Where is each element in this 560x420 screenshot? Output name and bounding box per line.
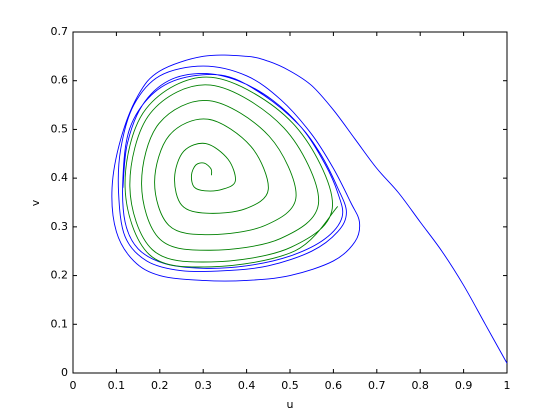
x-tick-label: 0.9: [455, 379, 473, 392]
trajectory-line: [124, 76, 339, 268]
plot-box: [72, 31, 508, 374]
x-tick-label: 0.4: [238, 379, 256, 392]
y-tick-label: 0.3: [51, 220, 69, 233]
x-tick-label: 0.2: [151, 379, 169, 392]
y-tick-label: 0.4: [51, 171, 69, 184]
x-tick-label: 0: [70, 379, 77, 392]
x-tick-label: 0.3: [194, 379, 212, 392]
y-tick-label: 0.7: [51, 25, 69, 38]
trajectory-line: [111, 54, 508, 364]
x-tick-label: 0.7: [368, 379, 386, 392]
x-tick-label: 0.8: [411, 379, 429, 392]
y-axis-label: v: [29, 199, 42, 206]
x-axis-label: u: [287, 398, 294, 411]
y-tick-label: 0.6: [51, 74, 69, 87]
y-tick-label: 0.5: [51, 122, 69, 135]
y-tick-label: 0: [61, 366, 68, 379]
y-tick-label: 0.1: [51, 317, 69, 330]
x-tick-label: 0.1: [108, 379, 126, 392]
x-tick-label: 0.5: [281, 379, 299, 392]
x-tick-label: 1: [504, 379, 511, 392]
y-tick-label: 0.2: [51, 269, 69, 282]
x-tick-label: 0.6: [325, 379, 343, 392]
